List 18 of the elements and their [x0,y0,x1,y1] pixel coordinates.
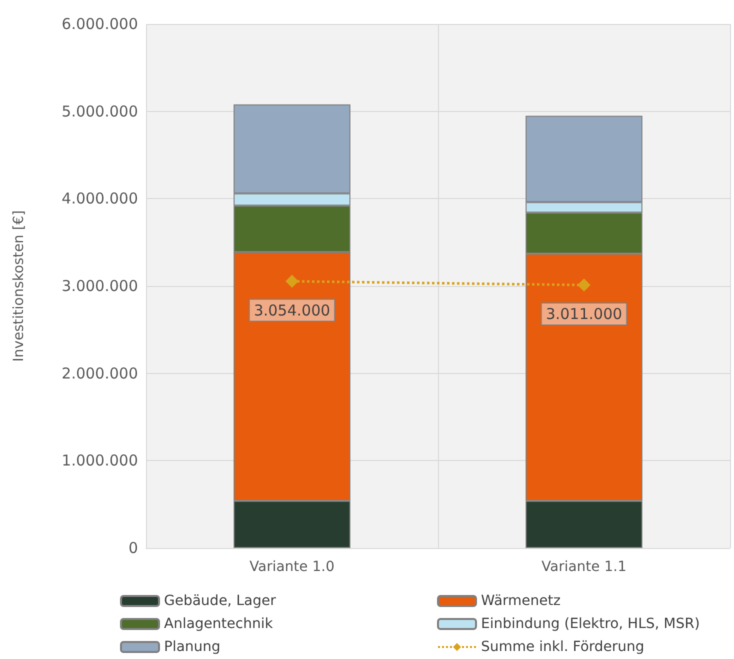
legend-label: Anlagentechnik [164,616,274,632]
y-tick-label: 5.000.000 [62,102,138,120]
x-tick-label: Variante 1.0 [250,559,334,575]
legend-label: Gebäude, Lager [164,593,276,609]
data-label: 3.054.000 [254,301,330,320]
y-tick-label: 6.000.000 [62,15,138,33]
y-tick-label: 1.000.000 [62,452,138,470]
y-tick-label: 3.000.000 [62,277,138,295]
legend-label: Einbindung (Elektro, HLS, MSR) [481,616,700,632]
y-axis-title: Investitionskosten [€] [11,210,27,362]
legend-label: Summe inkl. Förderung [481,639,644,655]
legend-label: Wärmenetz [481,593,561,609]
legend-label: Planung [164,639,220,655]
y-tick-label: 0 [128,539,138,557]
x-tick-label: Variante 1.1 [542,559,626,575]
y-tick-label: 2.000.000 [62,364,138,382]
y-tick-label: 4.000.000 [62,190,138,208]
data-label: 3.011.000 [546,305,622,324]
